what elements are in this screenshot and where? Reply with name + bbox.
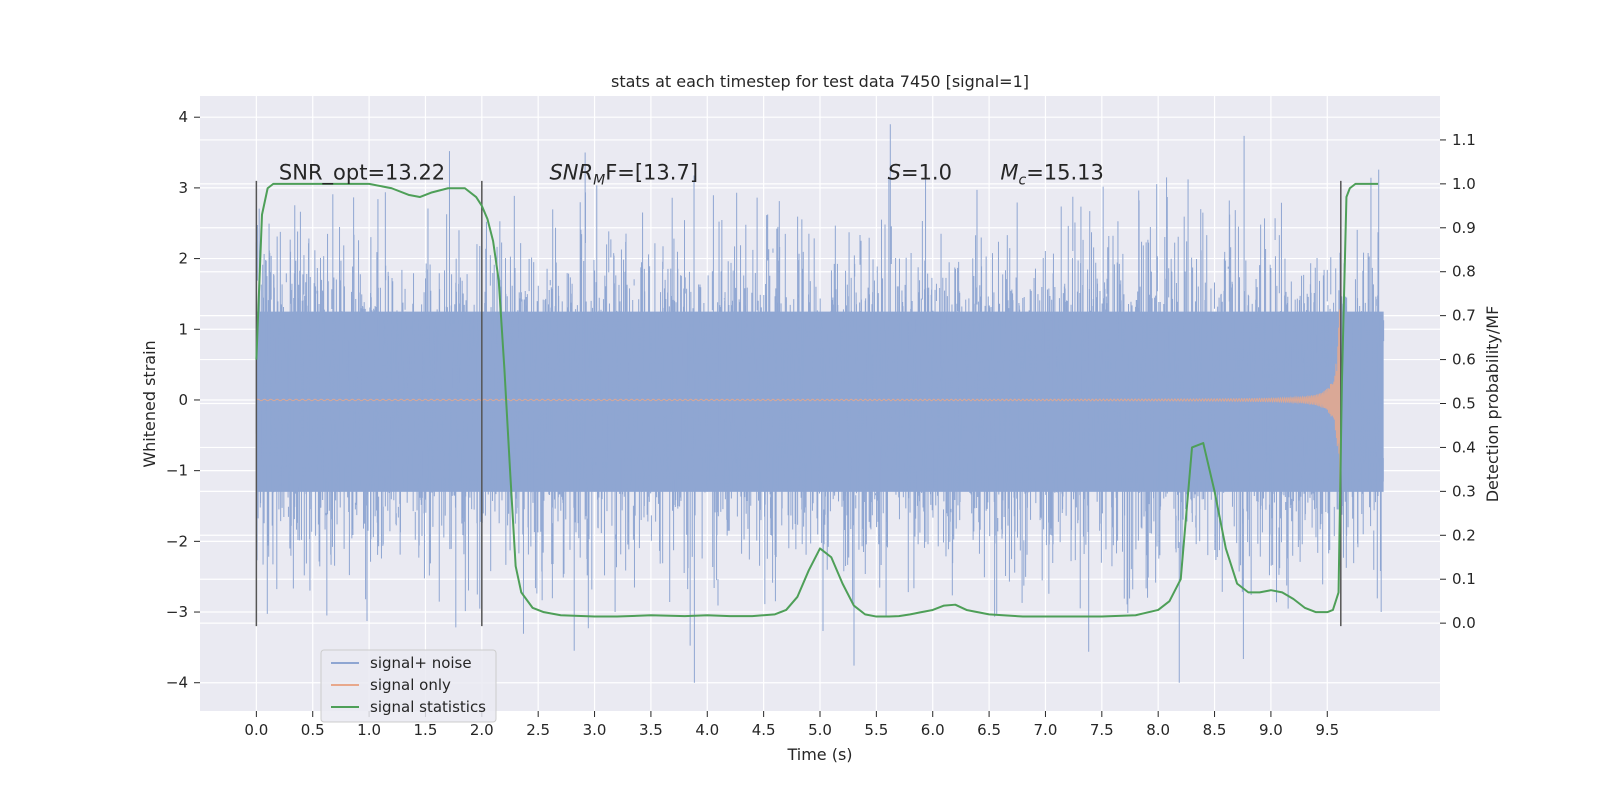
signal-only-series xyxy=(256,225,1342,534)
annotation-snr-mf: SNRMF=[13.7] xyxy=(549,160,698,188)
x-axis-title: Time (s) xyxy=(786,745,852,764)
x-tick-label: 3.5 xyxy=(639,721,663,739)
legend-label-signal-noise: signal+ noise xyxy=(370,654,472,672)
x-tick-label: 5.0 xyxy=(808,721,832,739)
x-axis-ticks: 0.0 0.5 1.0 1.5 2.0 2.5 3.0 3.5 4.0 4.5 5.0 5.5 6.0 6… xyxy=(244,711,1339,739)
x-tick-label: 0.0 xyxy=(244,721,268,739)
x-tick-label: 7.5 xyxy=(1090,721,1114,739)
x-tick-label: 2.0 xyxy=(470,721,494,739)
right-tick-label: 0.2 xyxy=(1452,526,1476,544)
legend-label-signal-only: signal only xyxy=(370,676,451,694)
right-tick-label: 1.0 xyxy=(1452,175,1476,193)
signal-statistics-series xyxy=(255,182,1378,618)
x-tick-label: 9.0 xyxy=(1259,721,1283,739)
right-tick-label: 0.7 xyxy=(1452,307,1476,325)
annotation-s: S=1.0 xyxy=(888,160,952,184)
x-tick-label: 6.5 xyxy=(977,721,1001,739)
x-tick-label: 8.0 xyxy=(1146,721,1170,739)
legend-box xyxy=(320,649,497,723)
annotations: SNR_opt=13.22 SNRMF=[13.7] S=1.0 Mc=15.1… xyxy=(279,160,1104,188)
right-tick-label: 0.5 xyxy=(1452,395,1476,413)
right-axis-ticks: 1.1 1.0 0.9 0.8 0.7 0.6 0.5 0.4 0.3 0.2 0.1 0.0 xyxy=(1440,131,1476,632)
annotation-snr-opt: SNR_opt=13.22 xyxy=(279,160,445,185)
annotation-mc-tail: =15.13 xyxy=(1026,160,1104,184)
signal-statistics-line xyxy=(255,182,1378,618)
x-tick-label: 8.5 xyxy=(1203,721,1227,739)
right-tick-label: 0.3 xyxy=(1452,482,1476,500)
left-tick-label: 1 xyxy=(178,320,188,338)
left-tick-label: −1 xyxy=(166,462,188,480)
right-tick-label: 0.0 xyxy=(1452,614,1476,632)
legend-label-signal-statistics: signal statistics xyxy=(370,698,486,716)
annotation-mc-sub: c xyxy=(1018,172,1026,188)
x-tick-label: 7.0 xyxy=(1034,721,1058,739)
right-tick-label: 0.8 xyxy=(1452,263,1476,281)
x-tick-label: 1.5 xyxy=(414,721,438,739)
legend: signal+ noise signal only signal statist… xyxy=(320,649,497,723)
x-tick-label: 5.5 xyxy=(864,721,888,739)
left-tick-label: −2 xyxy=(166,532,188,550)
x-tick-label: 2.5 xyxy=(526,721,550,739)
left-tick-label: −3 xyxy=(166,603,188,621)
left-tick-label: 2 xyxy=(178,250,188,268)
annotation-mc: Mc=15.13 xyxy=(1000,160,1104,188)
left-tick-label: −4 xyxy=(166,674,188,692)
annotation-snr-mf-sub: M xyxy=(593,172,605,188)
right-tick-label: 0.1 xyxy=(1452,570,1476,588)
right-tick-label: 0.9 xyxy=(1452,219,1476,237)
x-tick-label: 6.0 xyxy=(921,721,945,739)
x-tick-label: 3.0 xyxy=(583,721,607,739)
x-tick-label: 9.5 xyxy=(1315,721,1339,739)
chart-title: stats at each timestep for test data 745… xyxy=(611,72,1029,91)
x-tick-label: 4.5 xyxy=(752,721,776,739)
x-tick-label: 1.0 xyxy=(357,721,381,739)
signal-only-trace xyxy=(256,225,1342,534)
left-tick-label: 3 xyxy=(178,179,188,197)
annotation-s-tail: =1.0 xyxy=(901,160,952,184)
left-axis-ticks: 4 3 2 1 0 −1 −2 −3 −4 xyxy=(166,108,200,692)
left-axis-title: Whitened strain xyxy=(140,340,159,467)
right-axis-title: Detection probability/MF xyxy=(1483,306,1502,503)
right-tick-label: 0.4 xyxy=(1452,438,1476,456)
left-tick-label: 4 xyxy=(178,108,188,126)
annotation-s-main: S xyxy=(888,160,901,184)
x-tick-label: 4.0 xyxy=(695,721,719,739)
right-tick-label: 0.6 xyxy=(1452,351,1476,369)
annotation-snr-mf-tail: F=[13.7] xyxy=(605,160,698,184)
annotation-snr-mf-main: SNR xyxy=(549,160,593,184)
x-tick-label: 0.5 xyxy=(301,721,325,739)
annotation-mc-main: M xyxy=(1000,160,1018,184)
right-tick-label: 1.1 xyxy=(1452,131,1476,149)
noise-series xyxy=(255,124,1385,683)
left-tick-label: 0 xyxy=(178,391,188,409)
